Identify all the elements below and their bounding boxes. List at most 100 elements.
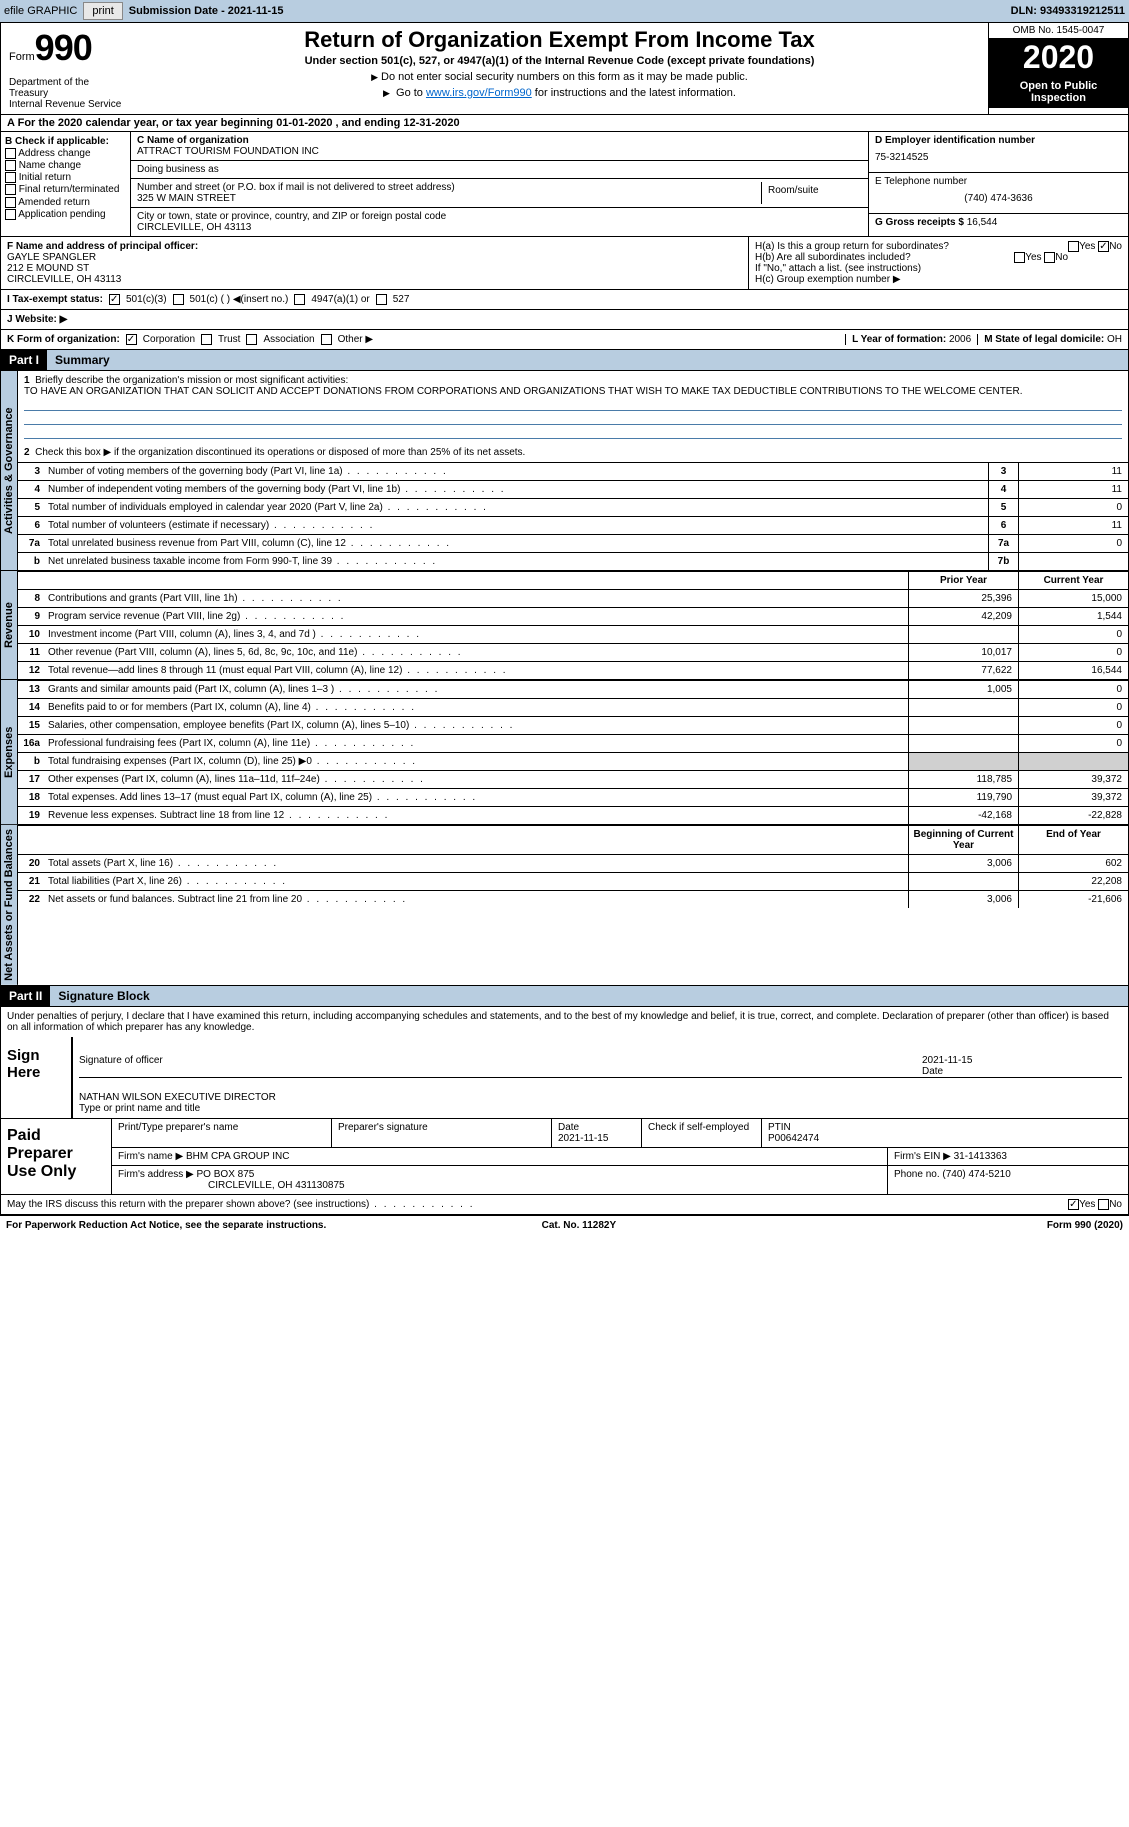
q1-label: Briefly describe the organization's miss…	[35, 375, 348, 386]
section-revenue: Revenue Prior YearCurrent Year 8Contribu…	[0, 571, 1129, 680]
chk-other[interactable]	[321, 334, 332, 345]
chk-trust[interactable]	[201, 334, 212, 345]
chk-corp[interactable]	[126, 334, 137, 345]
org-name-label: C Name of organization	[137, 135, 862, 146]
table-row: 8Contributions and grants (Part VIII, li…	[18, 589, 1128, 607]
current-year-hdr: Current Year	[1018, 572, 1128, 589]
chk-initial-return[interactable]: Initial return	[5, 172, 126, 183]
form-number: Form990	[1, 23, 131, 73]
form-subtitle: Under section 501(c), 527, or 4947(a)(1)…	[135, 55, 984, 67]
officer-group-row: F Name and address of principal officer:…	[0, 237, 1129, 290]
form-title: Return of Organization Exempt From Incom…	[135, 27, 984, 53]
mission-text: TO HAVE AN ORGANIZATION THAT CAN SOLICIT…	[24, 386, 1122, 397]
sign-here-label: Sign Here	[1, 1037, 71, 1118]
ha-row: H(a) Is this a group return for subordin…	[755, 241, 1122, 252]
form-foot: Form 990 (2020)	[1047, 1220, 1123, 1231]
dept-treasury: Department of the Treasury Internal Reve…	[1, 73, 131, 114]
chk-address-change[interactable]: Address change	[5, 148, 126, 159]
chk-501c3[interactable]	[109, 294, 120, 305]
chk-501c[interactable]	[173, 294, 184, 305]
table-row: 5Total number of individuals employed in…	[18, 498, 1128, 516]
table-row: 21Total liabilities (Part X, line 26)22,…	[18, 872, 1128, 890]
city-label: City or town, state or province, country…	[137, 211, 862, 222]
addr: 325 W MAIN STREET	[137, 193, 761, 204]
signature-block: Under penalties of perjury, I declare th…	[0, 1007, 1129, 1216]
line-k: K Form of organization: Corporation Trus…	[0, 330, 1129, 350]
cat-no: Cat. No. 11282Y	[542, 1220, 616, 1231]
type-name-label: Type or print name and title	[79, 1103, 1122, 1114]
table-row: 4Number of independent voting members of…	[18, 480, 1128, 498]
vlabel-rev: Revenue	[1, 571, 18, 679]
note-ssn: Do not enter social security numbers on …	[135, 71, 984, 83]
table-row: 9Program service revenue (Part VIII, lin…	[18, 607, 1128, 625]
header-boxes: B Check if applicable: Address change Na…	[0, 132, 1129, 237]
table-row: 13Grants and similar amounts paid (Part …	[18, 680, 1128, 698]
table-row: 20Total assets (Part X, line 16)3,006602	[18, 854, 1128, 872]
ein: 75-3214525	[875, 146, 1122, 169]
vlabel-na: Net Assets or Fund Balances	[1, 825, 18, 985]
part1-header: Part ISummary	[0, 350, 1129, 371]
chk-assoc[interactable]	[246, 334, 257, 345]
officer-sig-label: Signature of officer	[79, 1055, 922, 1077]
pra-notice: For Paperwork Reduction Act Notice, see …	[6, 1220, 326, 1231]
prior-year-hdr: Prior Year	[908, 572, 1018, 589]
chk-527[interactable]	[376, 294, 387, 305]
part2-header: Part IISignature Block	[0, 986, 1129, 1007]
hb-note: If "No," attach a list. (see instruction…	[755, 263, 1122, 274]
prep-name-label: Print/Type preparer's name	[112, 1119, 332, 1147]
table-row: 16aProfessional fundraising fees (Part I…	[18, 734, 1128, 752]
officer-addr2: CIRCLEVILLE, OH 43113	[7, 274, 742, 285]
tax-year: 2020	[989, 39, 1128, 76]
vlabel-ag: Activities & Governance	[1, 371, 18, 570]
boy-hdr: Beginning of Current Year	[908, 826, 1018, 854]
section-expenses: Expenses 13Grants and similar amounts pa…	[0, 680, 1129, 825]
table-row: 19Revenue less expenses. Subtract line 1…	[18, 806, 1128, 824]
section-activities-governance: Activities & Governance 1 Briefly descri…	[0, 371, 1129, 571]
efile-label: efile GRAPHIC	[4, 5, 77, 17]
vlabel-exp: Expenses	[1, 680, 18, 824]
prep-sig-label: Preparer's signature	[332, 1119, 552, 1147]
chk-name-change[interactable]: Name change	[5, 160, 126, 171]
chk-discuss-no[interactable]	[1098, 1199, 1109, 1210]
form-header: Form990 Department of the Treasury Inter…	[0, 22, 1129, 115]
officer-label: F Name and address of principal officer:	[7, 241, 742, 252]
chk-4947[interactable]	[294, 294, 305, 305]
room-label: Room/suite	[762, 182, 862, 204]
subdate-label: Submission Date - 2021-11-15	[129, 5, 284, 17]
table-row: bNet unrelated business taxable income f…	[18, 552, 1128, 570]
paid-preparer-label: Paid Preparer Use Only	[1, 1119, 111, 1194]
print-button[interactable]: print	[83, 2, 122, 20]
note-link: Go to www.irs.gov/Form990 for instructio…	[135, 87, 984, 99]
org-name: ATTRACT TOURISM FOUNDATION INC	[137, 146, 862, 157]
top-toolbar: efile GRAPHIC print Submission Date - 20…	[0, 0, 1129, 22]
hb-row: H(b) Are all subordinates included? Yes …	[755, 252, 1122, 263]
chk-discuss-yes[interactable]	[1068, 1199, 1079, 1210]
officer-name-title: NATHAN WILSON EXECUTIVE DIRECTOR	[79, 1092, 276, 1103]
hc-row: H(c) Group exemption number ▶	[755, 274, 1122, 285]
tel: (740) 474-3636	[875, 187, 1122, 210]
chk-amended[interactable]: Amended return	[5, 197, 126, 208]
chk-final-return[interactable]: Final return/terminated	[5, 184, 126, 195]
dba-label: Doing business as	[137, 164, 862, 175]
open-inspection: Open to Public Inspection	[989, 76, 1128, 108]
section-net-assets: Net Assets or Fund Balances Beginning of…	[0, 825, 1129, 986]
table-row: bTotal fundraising expenses (Part IX, co…	[18, 752, 1128, 770]
page-footer: For Paperwork Reduction Act Notice, see …	[0, 1216, 1129, 1235]
table-row: 17Other expenses (Part IX, column (A), l…	[18, 770, 1128, 788]
gross-label: G Gross receipts $	[875, 217, 967, 228]
table-row: 18Total expenses. Add lines 13–17 (must …	[18, 788, 1128, 806]
table-row: 10Investment income (Part VIII, column (…	[18, 625, 1128, 643]
gross: 16,544	[967, 217, 998, 228]
table-row: 14Benefits paid to or for members (Part …	[18, 698, 1128, 716]
table-row: 15Salaries, other compensation, employee…	[18, 716, 1128, 734]
chk-pending[interactable]: Application pending	[5, 209, 126, 220]
q2-label: Check this box ▶ if the organization dis…	[35, 447, 525, 458]
irs-link[interactable]: www.irs.gov/Form990	[426, 87, 532, 99]
officer-name: GAYLE SPANGLER	[7, 252, 742, 263]
line-j: J Website: ▶	[0, 310, 1129, 330]
officer-addr1: 212 E MOUND ST	[7, 263, 742, 274]
box-b-label: B Check if applicable:	[5, 136, 126, 147]
table-row: 7aTotal unrelated business revenue from …	[18, 534, 1128, 552]
omb-number: OMB No. 1545-0047	[989, 23, 1128, 39]
table-row: 3Number of voting members of the governi…	[18, 462, 1128, 480]
